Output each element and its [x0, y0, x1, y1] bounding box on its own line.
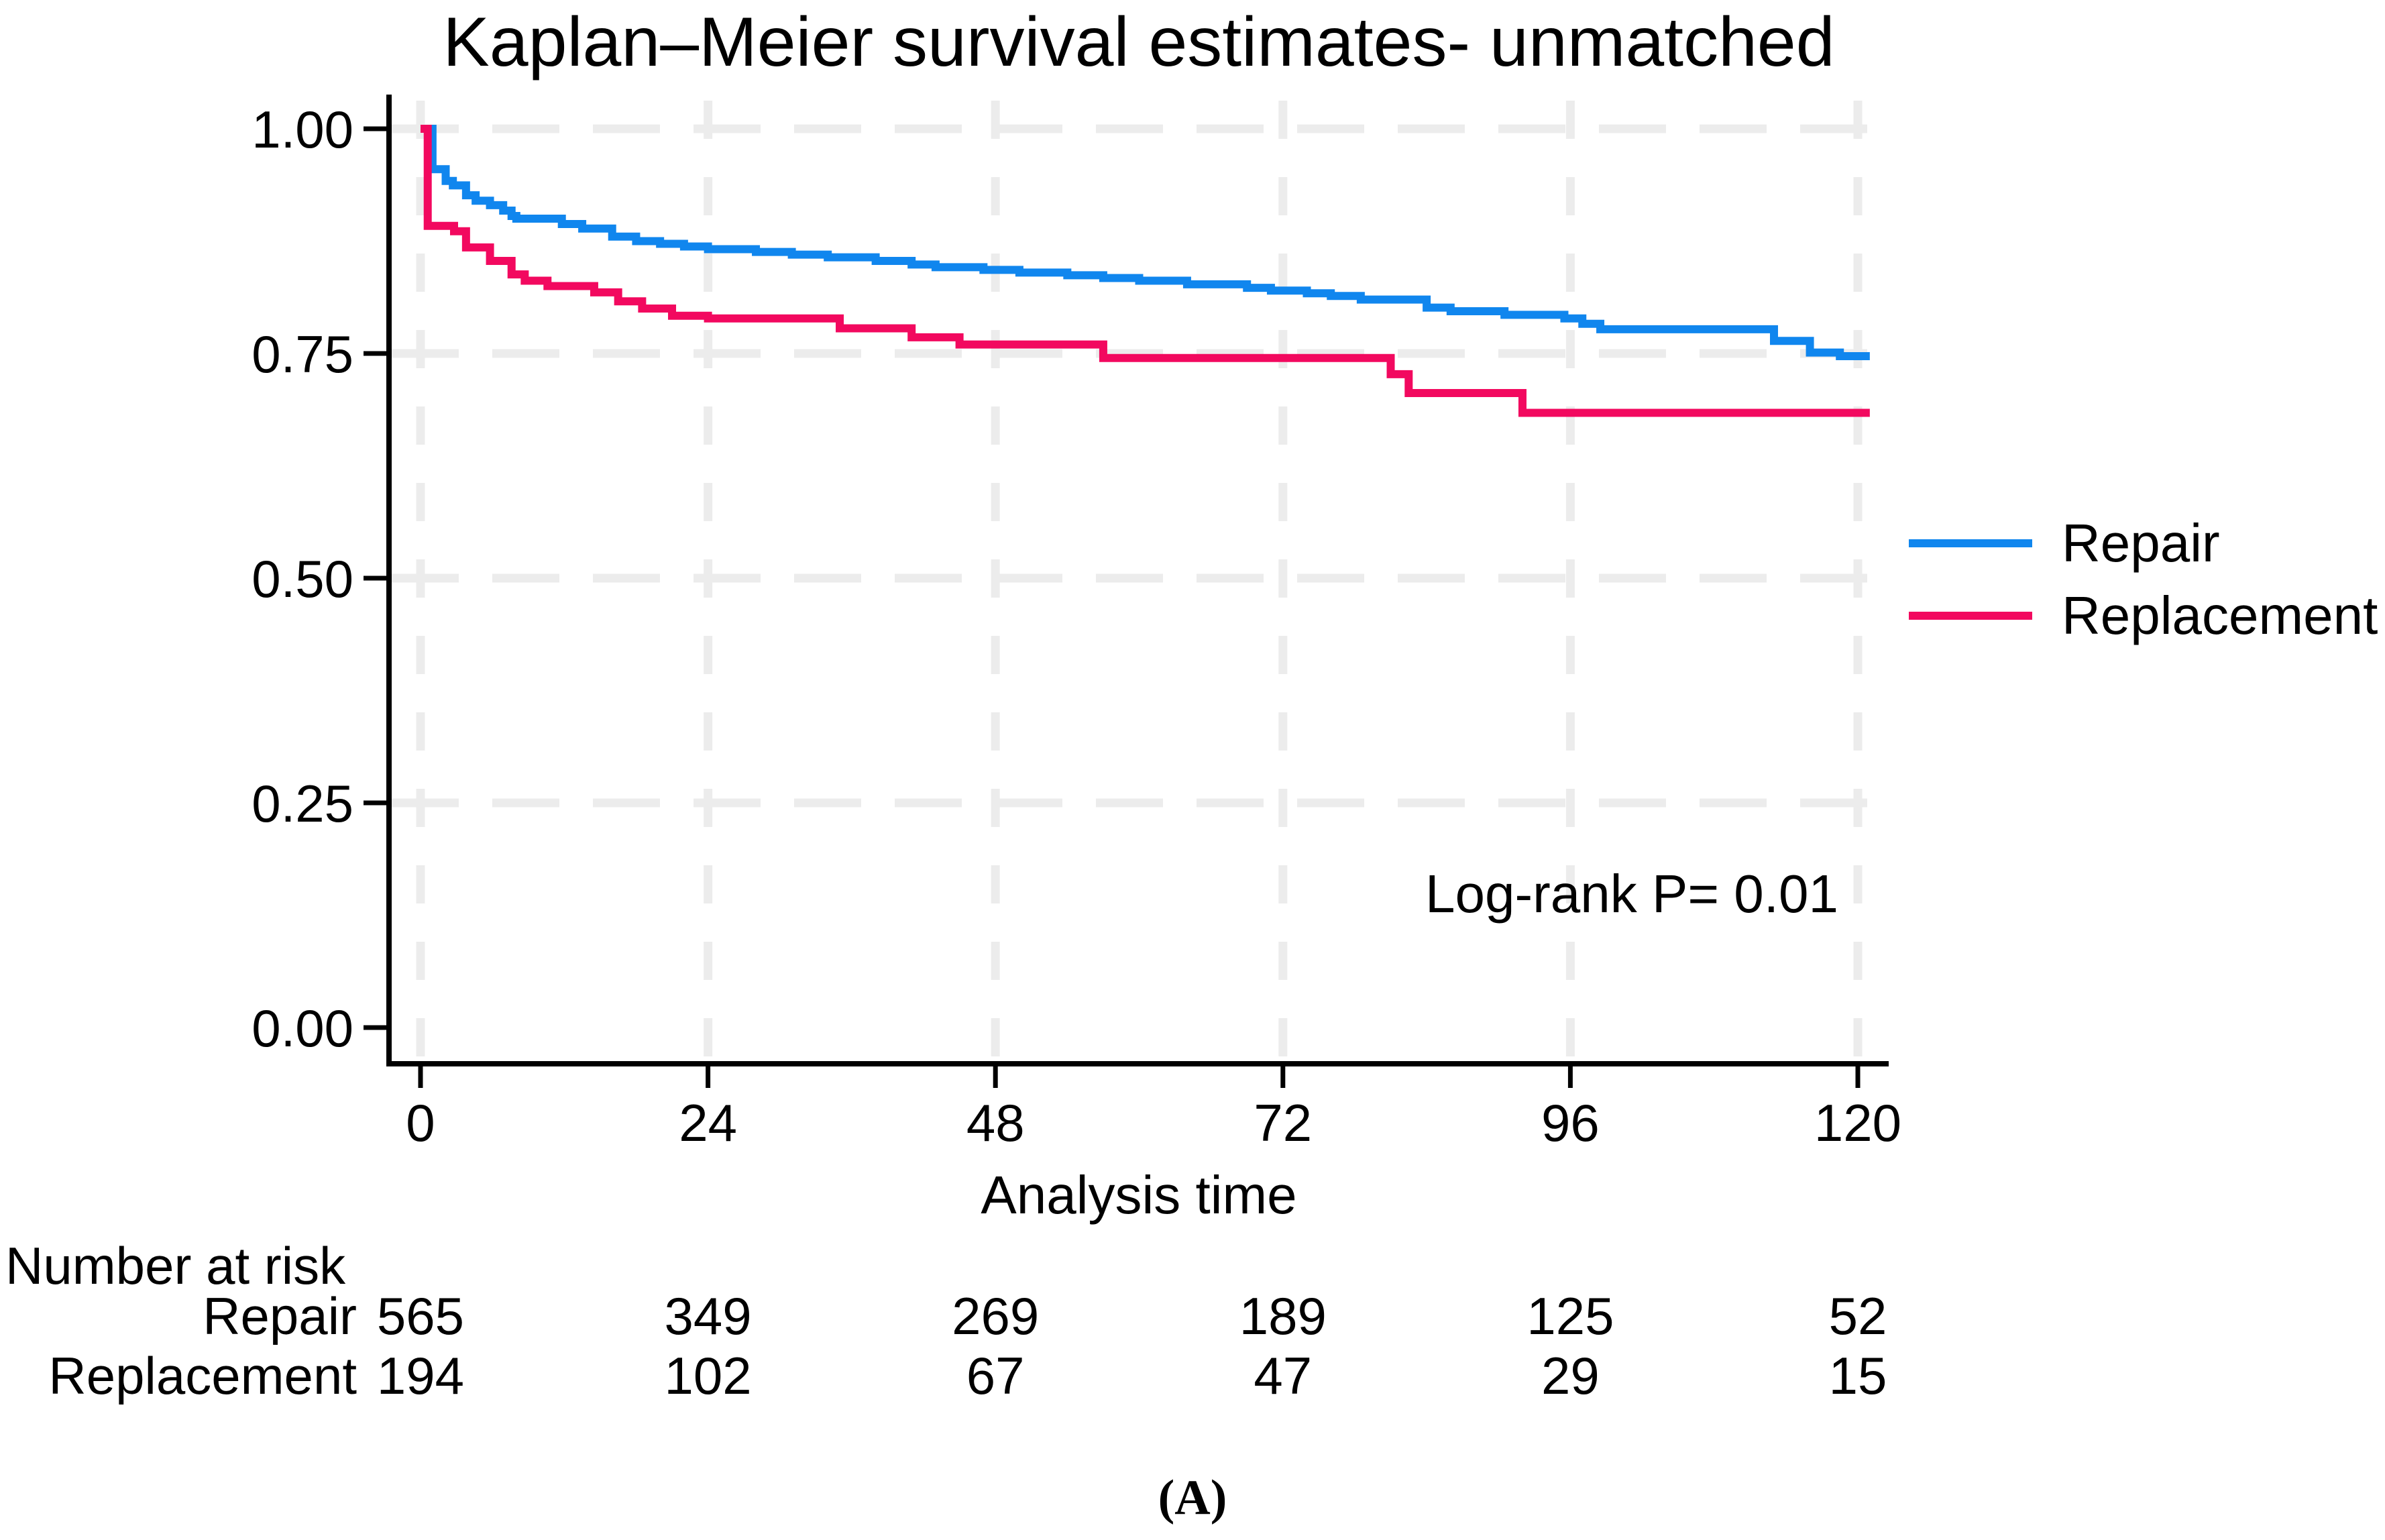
- x-tick-label: 24: [679, 1093, 737, 1152]
- risk-count: 47: [1254, 1346, 1313, 1405]
- legend-label-replacement: Replacement: [2062, 586, 2378, 645]
- y-tick-label: 1.00: [252, 100, 353, 159]
- legend-line-repair-icon: [1909, 539, 2032, 547]
- legend-line-replacement-icon: [1909, 612, 2032, 620]
- y-tick-label: 0.75: [252, 325, 353, 384]
- panel-caption: (A): [1158, 1470, 1227, 1525]
- risk-count: 349: [664, 1286, 752, 1345]
- risk-count: 194: [376, 1346, 465, 1405]
- legend-label-repair: Repair: [2062, 513, 2220, 573]
- risk-count: 29: [1541, 1346, 1600, 1405]
- log-rank-annotation: Log-rank P= 0.01: [1425, 864, 1838, 924]
- x-tick-label: 0: [406, 1093, 435, 1152]
- chart-title: Kaplan–Meier survival estimates- unmatch…: [443, 3, 1835, 81]
- risk-row-label-replacement: Replacement: [48, 1346, 357, 1405]
- y-tick-label: 0.00: [252, 999, 353, 1058]
- y-tick-label: 0.25: [252, 774, 353, 833]
- risk-count: 565: [376, 1286, 465, 1345]
- legend-item-repair: Repair: [1909, 516, 2220, 570]
- risk-table-title: Number at risk: [5, 1236, 346, 1295]
- risk-count: 67: [966, 1346, 1025, 1405]
- risk-count: 269: [952, 1286, 1040, 1345]
- risk-count: 189: [1239, 1286, 1327, 1345]
- risk-count: 102: [664, 1346, 752, 1405]
- risk-count: 125: [1527, 1286, 1614, 1345]
- legend-item-replacement: Replacement: [1909, 589, 2378, 643]
- x-tick-label: 72: [1254, 1093, 1312, 1152]
- x-tick-label: 120: [1814, 1093, 1901, 1152]
- x-axis-title: Analysis time: [981, 1165, 1297, 1225]
- risk-count: 52: [1828, 1286, 1887, 1345]
- risk-row-label-repair: Repair: [203, 1286, 357, 1345]
- series-line-repair: [421, 125, 1870, 361]
- series-line-replacement: [421, 125, 1870, 417]
- x-tick-label: 96: [1541, 1093, 1600, 1152]
- risk-count: 15: [1828, 1346, 1887, 1405]
- y-tick-label: 0.50: [252, 549, 353, 608]
- x-tick-label: 48: [966, 1093, 1025, 1152]
